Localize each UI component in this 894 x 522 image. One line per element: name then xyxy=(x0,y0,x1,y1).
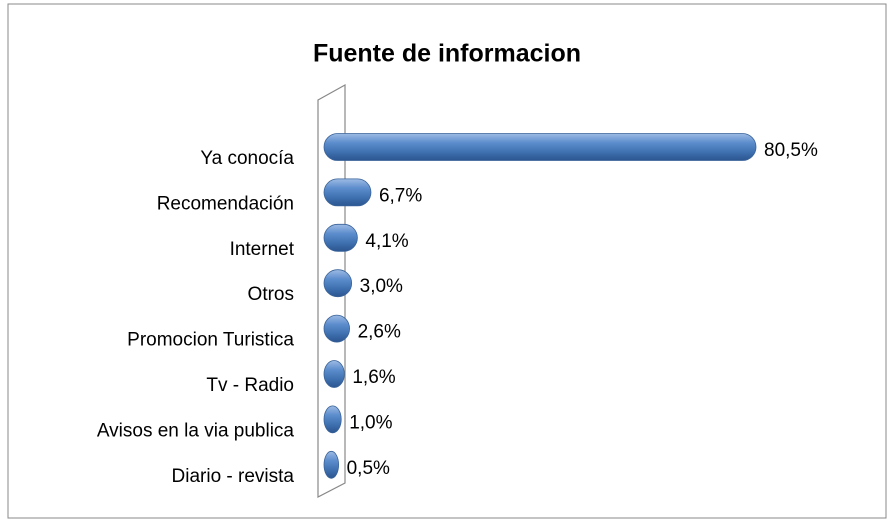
bar xyxy=(323,405,342,434)
bar xyxy=(323,450,340,479)
y-tick-label: Ya conocía xyxy=(200,148,294,169)
data-label: 4,1% xyxy=(365,231,408,252)
chart-border xyxy=(7,3,887,519)
bar xyxy=(323,133,757,161)
chart-title: Fuente de informacion xyxy=(313,40,581,68)
data-label: 80,5% xyxy=(764,140,818,161)
data-label: 3,0% xyxy=(360,276,403,297)
y-tick-label: Diario - revista xyxy=(172,466,295,487)
bar xyxy=(323,178,372,207)
bar xyxy=(323,360,345,388)
data-label: 1,6% xyxy=(352,367,395,388)
bar xyxy=(323,269,353,298)
y-tick-label: Avisos en la via publica xyxy=(97,420,295,441)
y-tick-label: Recomendación xyxy=(157,193,294,214)
bar xyxy=(323,314,350,343)
bar xyxy=(323,223,358,252)
y-tick-label: Internet xyxy=(230,239,295,260)
y-tick-label: Tv - Radio xyxy=(206,375,294,396)
data-label: 0,5% xyxy=(347,458,390,479)
y-tick-label: Promocion Turistica xyxy=(127,330,294,351)
data-label: 2,6% xyxy=(358,322,401,343)
data-label: 1,0% xyxy=(349,412,392,433)
y-tick-label: Otros xyxy=(248,284,294,305)
data-label: 6,7% xyxy=(379,185,422,206)
